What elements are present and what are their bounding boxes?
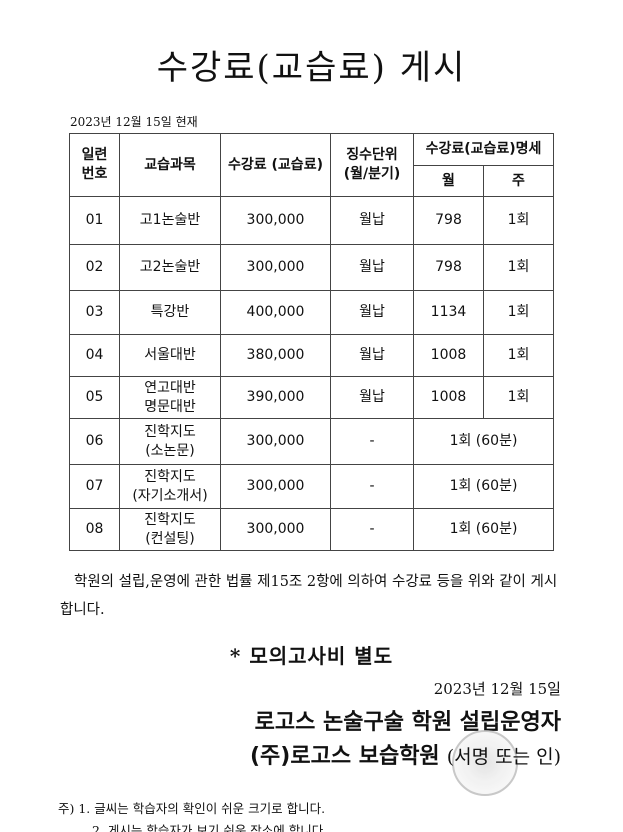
row-subject: 특강반: [119, 290, 221, 335]
row-week: 1회: [483, 196, 554, 245]
as-of-date: 2023년 12월 15일 현재: [70, 115, 198, 129]
row-subject: 서울대반: [119, 334, 221, 377]
row-week: 1회: [483, 376, 554, 419]
row-week: 1회: [483, 334, 554, 377]
row-fee: 300,000: [220, 418, 331, 465]
row-month: 798: [413, 196, 484, 245]
operator-name: 로고스 논술구술 학원 설립운영자: [254, 710, 561, 735]
row-fee: 300,000: [220, 244, 331, 291]
row-detail: 1회 (60분): [413, 508, 554, 551]
header-no: 일련 번호: [69, 133, 120, 197]
row-detail: 1회 (60분): [413, 418, 554, 465]
row-number: 04: [69, 334, 120, 377]
academy-name-line: (주)로고스 보습학원 (서명 또는 인): [250, 738, 561, 770]
table-row: 01 고1논술반 300,000 월납 798 1회: [69, 196, 554, 245]
table-row: 02 고2논술반 300,000 월납 798 1회: [69, 244, 554, 291]
row-subject: 진학지도 (소논문): [119, 418, 221, 465]
row-unit: 월납: [330, 196, 414, 245]
row-month: 798: [413, 244, 484, 291]
table-row: 07 진학지도 (자기소개서) 300,000-1회 (60분): [69, 464, 554, 509]
academy-name: (주)로고스 보습학원: [249, 744, 440, 769]
row-number: 07: [69, 464, 120, 509]
row-unit: -: [330, 418, 414, 465]
row-fee: 300,000: [220, 464, 331, 509]
page-title: 수강료(교습료) 게시: [156, 48, 467, 88]
header-week: 주: [483, 165, 554, 197]
row-fee: 300,000: [220, 508, 331, 551]
row-number: 06: [69, 418, 120, 465]
fee-table: 일련 번호 교습과목 수강료 (교습료) 징수단위 (월/분기) 수강료(교습료…: [69, 133, 554, 551]
header-detail: 수강료(교습료)명세: [413, 133, 554, 166]
official-seal: [452, 730, 518, 796]
row-month: 1008: [413, 376, 484, 419]
row-detail: 1회 (60분): [413, 464, 554, 509]
table-row: 05 연고대반 명문대반 390,000 월납 1008 1회: [69, 376, 554, 419]
row-unit: 월납: [330, 334, 414, 377]
footnote: 주) 1. 글씨는 학습자의 확인이 쉬운 크기로 합니다.: [58, 801, 326, 816]
notice-text: 학원의 설립,운영에 관한 법률 제15조 2항에 의하여 수강료 등을 위와 …: [60, 574, 558, 618]
row-number: 03: [69, 290, 120, 335]
row-fee: 300,000: [220, 196, 331, 245]
header-fee: 수강료 (교습료): [220, 133, 331, 197]
table-row: 04 서울대반 380,000 월납 1008 1회: [69, 334, 554, 377]
row-subject: 진학지도 (컨설팅): [119, 508, 221, 551]
header-unit: 징수단위 (월/분기): [330, 133, 414, 197]
row-unit: 월납: [330, 376, 414, 419]
row-subject: 고2논술반: [119, 244, 221, 291]
row-unit: 월납: [330, 290, 414, 335]
row-number: 08: [69, 508, 120, 551]
row-unit: 월납: [330, 244, 414, 291]
table-row: 06 진학지도 (소논문) 300,000-1회 (60분): [69, 418, 554, 465]
row-unit: -: [330, 464, 414, 509]
footnote: 2. 게시는 학습자가 보기 쉬운 장소에 합니다.: [92, 823, 328, 832]
row-subject: 고1논술반: [119, 196, 221, 245]
row-number: 02: [69, 244, 120, 291]
header-month: 월: [413, 165, 484, 197]
row-month: 1134: [413, 290, 484, 335]
row-number: 05: [69, 376, 120, 419]
signing-date: 2023년 12월 15일: [433, 680, 561, 698]
row-number: 01: [69, 196, 120, 245]
row-unit: -: [330, 508, 414, 551]
table-row: 03 특강반 400,000 월납 1134 1회: [69, 290, 554, 335]
row-subject: 연고대반 명문대반: [119, 376, 221, 419]
row-week: 1회: [483, 244, 554, 291]
table-row: 08 진학지도 (컨설팅) 300,000-1회 (60분): [69, 508, 554, 551]
row-fee: 400,000: [220, 290, 331, 335]
header-subject: 교습과목: [119, 133, 221, 197]
row-fee: 390,000: [220, 376, 331, 419]
signature-label: (서명 또는 인): [446, 746, 561, 768]
extra-fee-note: * 모의고사비 별도: [229, 644, 394, 668]
row-week: 1회: [483, 290, 554, 335]
row-month: 1008: [413, 334, 484, 377]
row-fee: 380,000: [220, 334, 331, 377]
row-subject: 진학지도 (자기소개서): [119, 464, 221, 509]
